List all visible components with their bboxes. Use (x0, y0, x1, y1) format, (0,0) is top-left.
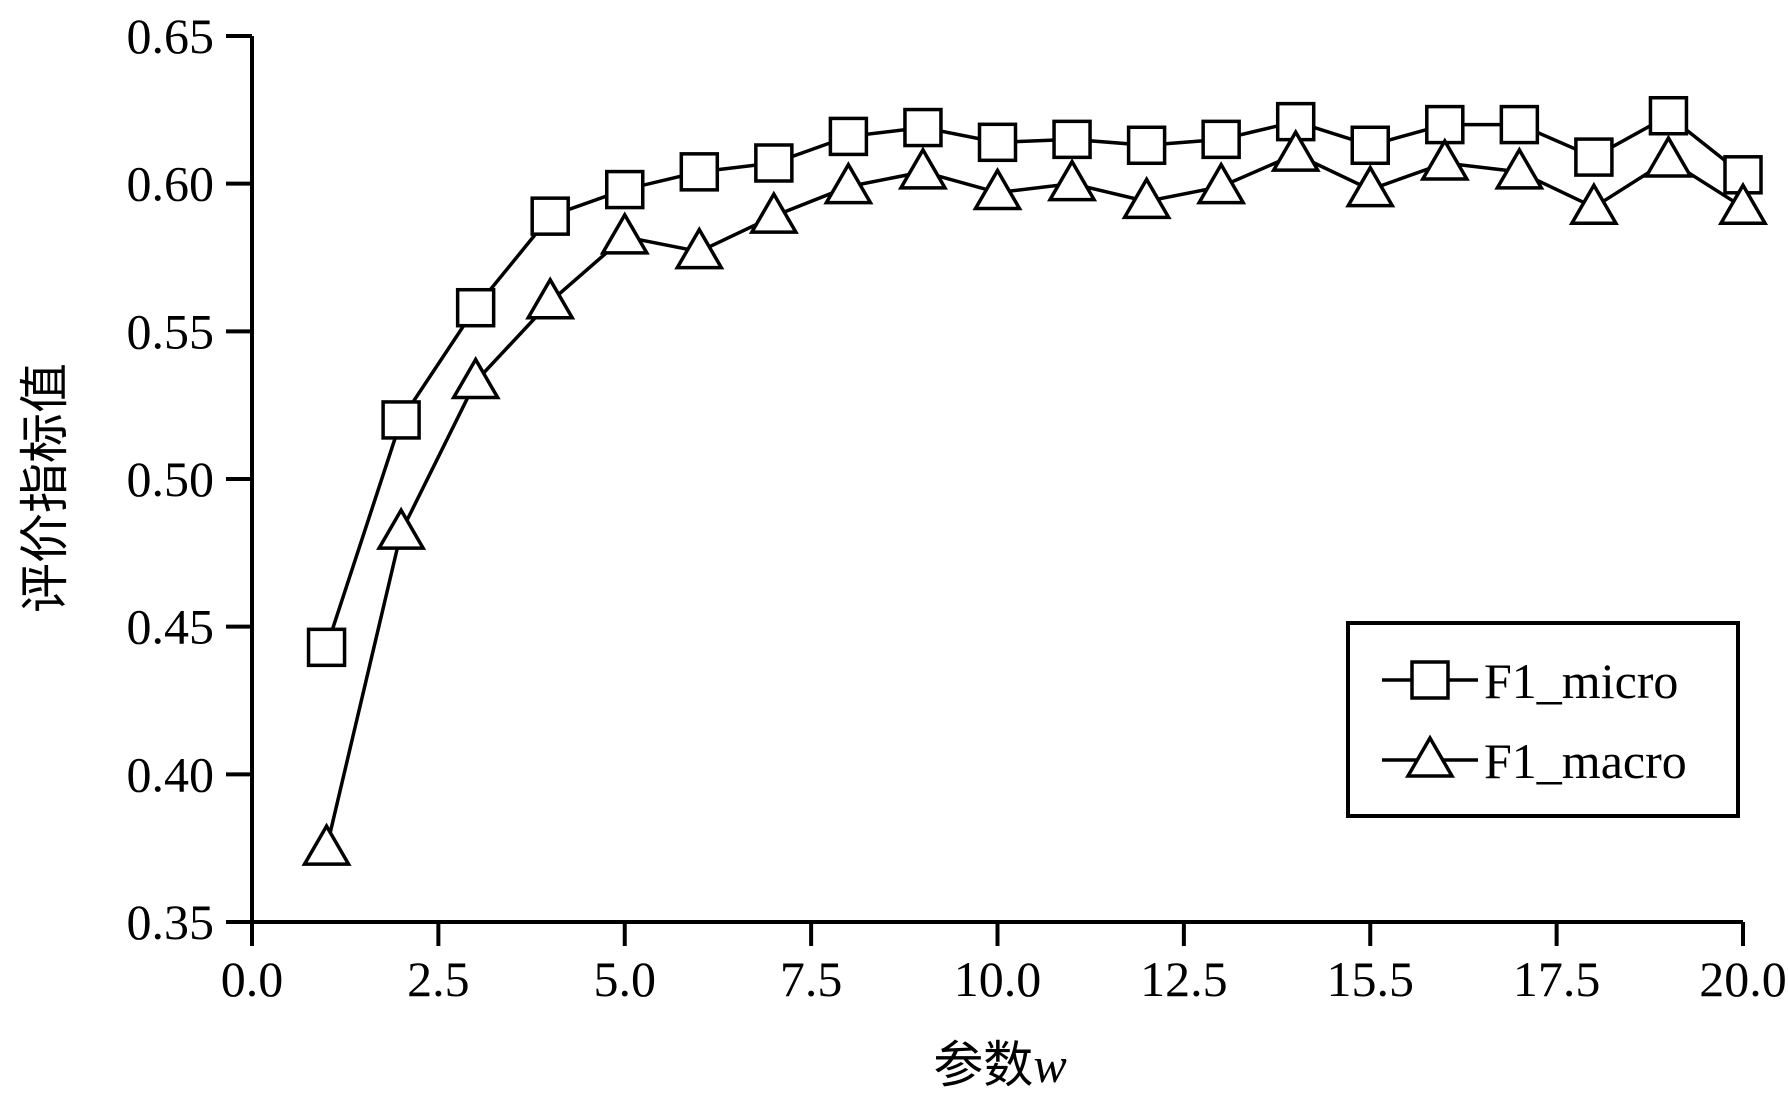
series-layer (301, 95, 1769, 866)
data-point-triangle (1643, 134, 1694, 178)
legend-label-macro: F1_macro (1484, 733, 1687, 789)
data-point-square (1126, 125, 1167, 166)
x-axis-title-variable: w (1033, 1037, 1066, 1093)
data-point-triangle (1047, 158, 1098, 202)
x-axis-ticks: 0.0 2.5 5.0 7.5 10.0 12.5 15.5 17.5 20.0 (221, 922, 1787, 1007)
data-point-square (1574, 137, 1614, 177)
data-point-triangle (1270, 128, 1321, 172)
data-point-triangle (972, 167, 1023, 211)
data-point-square (828, 116, 869, 157)
data-point-square (903, 107, 943, 148)
data-point-square (1499, 104, 1540, 145)
data-point-triangle (1717, 181, 1769, 226)
data-point-triangle (897, 146, 948, 190)
data-point-triangle (599, 211, 650, 255)
x-axis-title: 参数w (933, 1037, 1066, 1093)
y-tick-label: 0.50 (127, 451, 215, 507)
y-tick-label: 0.40 (127, 746, 215, 802)
data-point-triangle (674, 226, 725, 270)
data-point-triangle (1419, 137, 1470, 181)
legend-marker-square (1410, 660, 1450, 700)
data-point-triangle (301, 822, 352, 866)
data-point-square (1201, 119, 1241, 160)
data-point-square (1350, 125, 1390, 166)
series-F1_macro (301, 128, 1769, 866)
y-tick-label: 0.35 (127, 894, 215, 950)
data-point-square (381, 400, 421, 440)
y-tick-label: 0.45 (127, 599, 215, 655)
x-tick-label: 20.0 (1699, 951, 1787, 1007)
x-tick-label: 7.5 (780, 951, 843, 1007)
data-point-square (977, 122, 1018, 163)
legend-label-micro: F1_micro (1484, 653, 1678, 709)
data-point-triangle (748, 190, 799, 234)
data-point-triangle (1568, 181, 1619, 226)
data-point-triangle (1196, 161, 1247, 205)
x-tick-label: 0.0 (221, 951, 284, 1007)
x-tick-label: 15.5 (1327, 951, 1415, 1007)
x-axis-title-text: 参数 (933, 1037, 1033, 1093)
series-line (324, 113, 1745, 648)
data-point-square (1425, 104, 1465, 145)
x-tick-label: 10.0 (954, 951, 1042, 1007)
y-tick-label: 0.65 (127, 8, 215, 64)
legend: F1_micro F1_macro (1346, 621, 1740, 818)
legend-marker-triangle (1404, 734, 1456, 778)
y-axis-title: 评价指标值 (17, 363, 73, 613)
x-tick-label: 2.5 (407, 951, 470, 1007)
y-tick-label: 0.60 (127, 156, 215, 212)
x-tick-label: 5.0 (594, 951, 657, 1007)
data-point-triangle (525, 276, 576, 320)
data-point-triangle (376, 506, 427, 550)
data-point-triangle (1494, 146, 1545, 190)
legend-box (1346, 621, 1740, 818)
data-point-square (530, 196, 570, 236)
data-point-square (1648, 95, 1689, 136)
data-point-triangle (450, 356, 501, 400)
y-axis-ticks: 0.35 0.40 0.45 0.50 0.55 0.60 0.65 (127, 8, 252, 950)
x-tick-label: 12.5 (1140, 951, 1228, 1007)
data-point-square (1052, 119, 1092, 160)
data-point-square (679, 152, 720, 192)
data-point-triangle (1345, 164, 1396, 208)
data-point-square (455, 287, 496, 328)
data-point-square (306, 627, 347, 668)
y-tick-label: 0.55 (127, 303, 215, 359)
x-tick-label: 17.5 (1513, 951, 1601, 1007)
data-point-square (605, 169, 645, 210)
data-point-square (754, 143, 794, 183)
data-point-triangle (823, 161, 874, 205)
data-point-triangle (1121, 175, 1172, 220)
